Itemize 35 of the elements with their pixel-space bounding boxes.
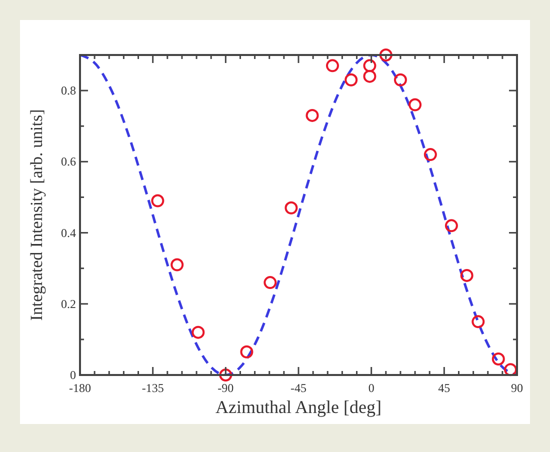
point	[472, 315, 485, 328]
point	[219, 368, 232, 382]
point	[444, 219, 458, 232]
y-tick-label: 0.4	[61, 226, 76, 240]
point	[363, 59, 376, 72]
y-tick-label: 0.6	[61, 154, 76, 169]
point	[379, 48, 392, 62]
point	[424, 148, 437, 162]
point	[344, 73, 358, 86]
point	[408, 98, 422, 112]
point	[326, 59, 339, 72]
point	[240, 345, 254, 358]
point	[151, 194, 164, 208]
y-tick-label: 0.2	[61, 296, 76, 311]
point	[170, 258, 184, 272]
x-axis-title: Azimuthal Angle [deg]	[216, 397, 382, 417]
point	[492, 352, 505, 366]
x-tick-label: 0	[368, 381, 374, 395]
point	[363, 70, 376, 83]
x-tick-label: 45	[438, 381, 450, 395]
point	[306, 108, 319, 122]
y-tick-label: 0.8	[61, 84, 76, 98]
x-tick-label: -180	[69, 381, 91, 395]
x-tick-label: -135	[142, 381, 164, 395]
point	[192, 326, 205, 339]
point	[504, 363, 518, 376]
x-tick-label: 90	[511, 381, 523, 395]
point	[460, 268, 474, 282]
point	[264, 276, 277, 290]
y-tick-label: 0	[70, 368, 76, 382]
y-axis-title: Integrated Intensity [arb. units]	[27, 109, 46, 321]
point	[394, 73, 407, 86]
point	[284, 201, 298, 214]
x-tick-label: -45	[290, 381, 306, 395]
x-tick-label: -90	[218, 381, 234, 395]
